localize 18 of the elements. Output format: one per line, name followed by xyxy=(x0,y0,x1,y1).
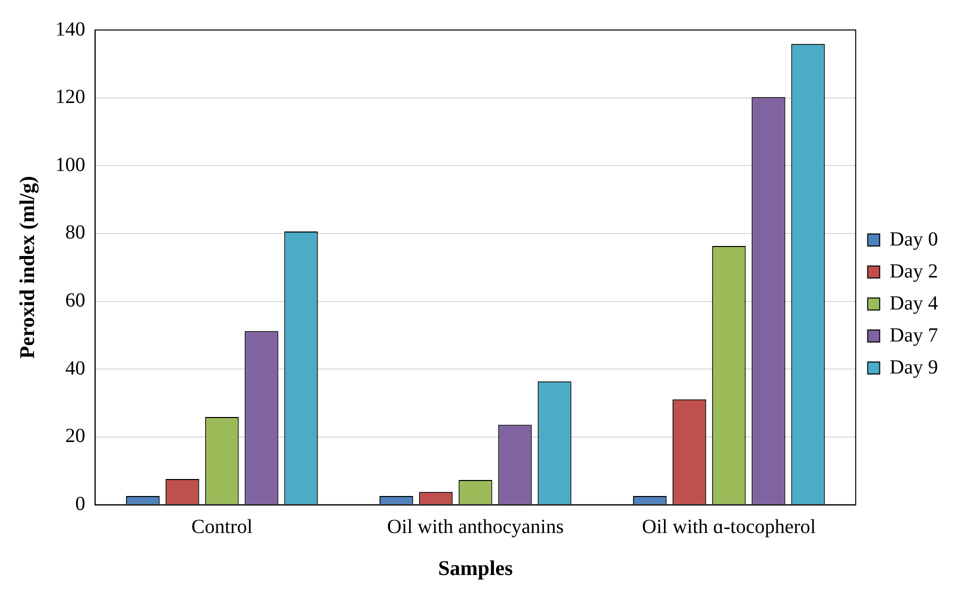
y-tick-label: 40 xyxy=(65,357,86,380)
legend-label: Day 9 xyxy=(890,356,938,378)
legend-label: Day 0 xyxy=(890,228,938,250)
y-tick-label: 100 xyxy=(55,154,86,176)
x-tick-label: Oil with anthocyanins xyxy=(387,516,564,538)
y-tick-label: 60 xyxy=(65,290,86,312)
x-tick-label: Oil with ɑ-tocopherol xyxy=(642,516,816,538)
x-axis-title: Samples xyxy=(438,556,513,580)
y-tick-label: 120 xyxy=(55,86,86,108)
legend-label: Day 2 xyxy=(890,260,938,282)
legend-label: Day 7 xyxy=(890,324,938,346)
y-tick-label: 140 xyxy=(55,18,86,40)
legend-label: Day 4 xyxy=(890,292,938,314)
y-tick-label: 80 xyxy=(65,222,86,244)
x-tick-label: Control xyxy=(191,516,253,538)
y-axis-title: Peroxid index (ml/g) xyxy=(15,176,40,359)
y-tick-label: 20 xyxy=(65,425,86,448)
y-tick-label: 0 xyxy=(75,493,86,516)
